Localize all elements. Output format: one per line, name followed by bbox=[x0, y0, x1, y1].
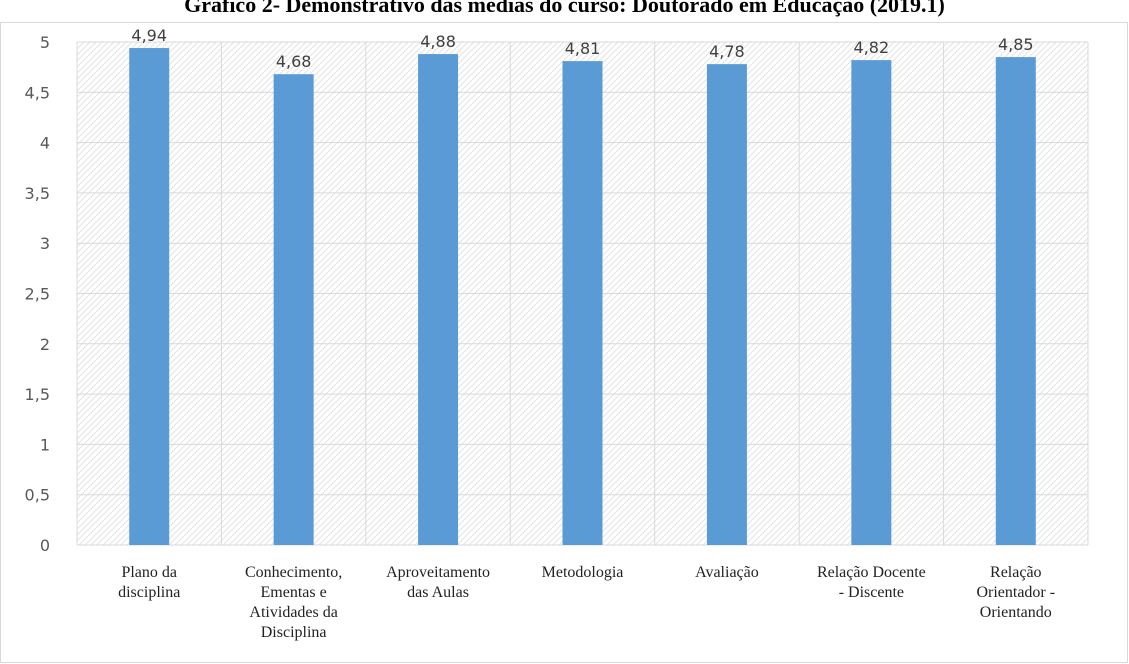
data-label: 4,81 bbox=[565, 39, 601, 58]
y-tick-label: 0,5 bbox=[25, 486, 50, 505]
data-label: 4,68 bbox=[276, 52, 312, 71]
y-axis: 0 0,5 1 1,5 2 2,5 3 3,5 4 4,5 5 bbox=[25, 33, 50, 555]
data-label: 4,78 bbox=[709, 42, 745, 61]
bar bbox=[129, 48, 170, 545]
bar bbox=[562, 61, 603, 545]
data-label: 4,82 bbox=[854, 38, 890, 57]
y-tick-label: 3 bbox=[40, 234, 50, 253]
chart-frame bbox=[0, 22, 1128, 663]
category-label: Plano da disciplina bbox=[118, 564, 180, 601]
y-tick-label: 3,5 bbox=[25, 184, 50, 203]
category-label: Relação Docente - Discente bbox=[817, 564, 926, 601]
data-label: 4,85 bbox=[998, 35, 1034, 54]
data-label: 4,88 bbox=[420, 32, 456, 51]
category-label: Aproveitamento das Aulas bbox=[386, 564, 490, 601]
y-tick-label: 0 bbox=[40, 536, 50, 555]
category-label: Metodologia bbox=[542, 564, 624, 581]
bar bbox=[418, 54, 459, 546]
bar bbox=[273, 74, 314, 545]
bar bbox=[995, 57, 1036, 546]
y-tick-label: 4,5 bbox=[25, 83, 50, 102]
category-label: Relação Orientador -Orientando bbox=[976, 564, 1055, 621]
category-label: Avaliação bbox=[695, 564, 759, 581]
category-label: Conhecimento, Ementas e Atividades da Disci… bbox=[245, 564, 342, 641]
bars bbox=[129, 48, 1036, 546]
chart-title: Gráfico 2- Demonstrativo das médias do c… bbox=[184, 0, 945, 17]
x-axis: Plano da disciplina Conhecimento, Ementas e… bbox=[118, 564, 1055, 641]
data-label: 4,94 bbox=[131, 26, 167, 45]
data-labels: 4,94 4,68 4,88 4,81 4,78 4,82 4,85 bbox=[131, 26, 1033, 71]
y-tick-label: 5 bbox=[40, 33, 50, 52]
bar bbox=[706, 64, 747, 546]
y-tick-label: 4 bbox=[40, 134, 50, 153]
y-tick-label: 2 bbox=[40, 335, 50, 354]
y-tick-label: 1,5 bbox=[25, 385, 50, 404]
y-tick-label: 1 bbox=[40, 435, 50, 454]
bar bbox=[851, 60, 892, 545]
y-tick-label: 2,5 bbox=[25, 285, 50, 304]
